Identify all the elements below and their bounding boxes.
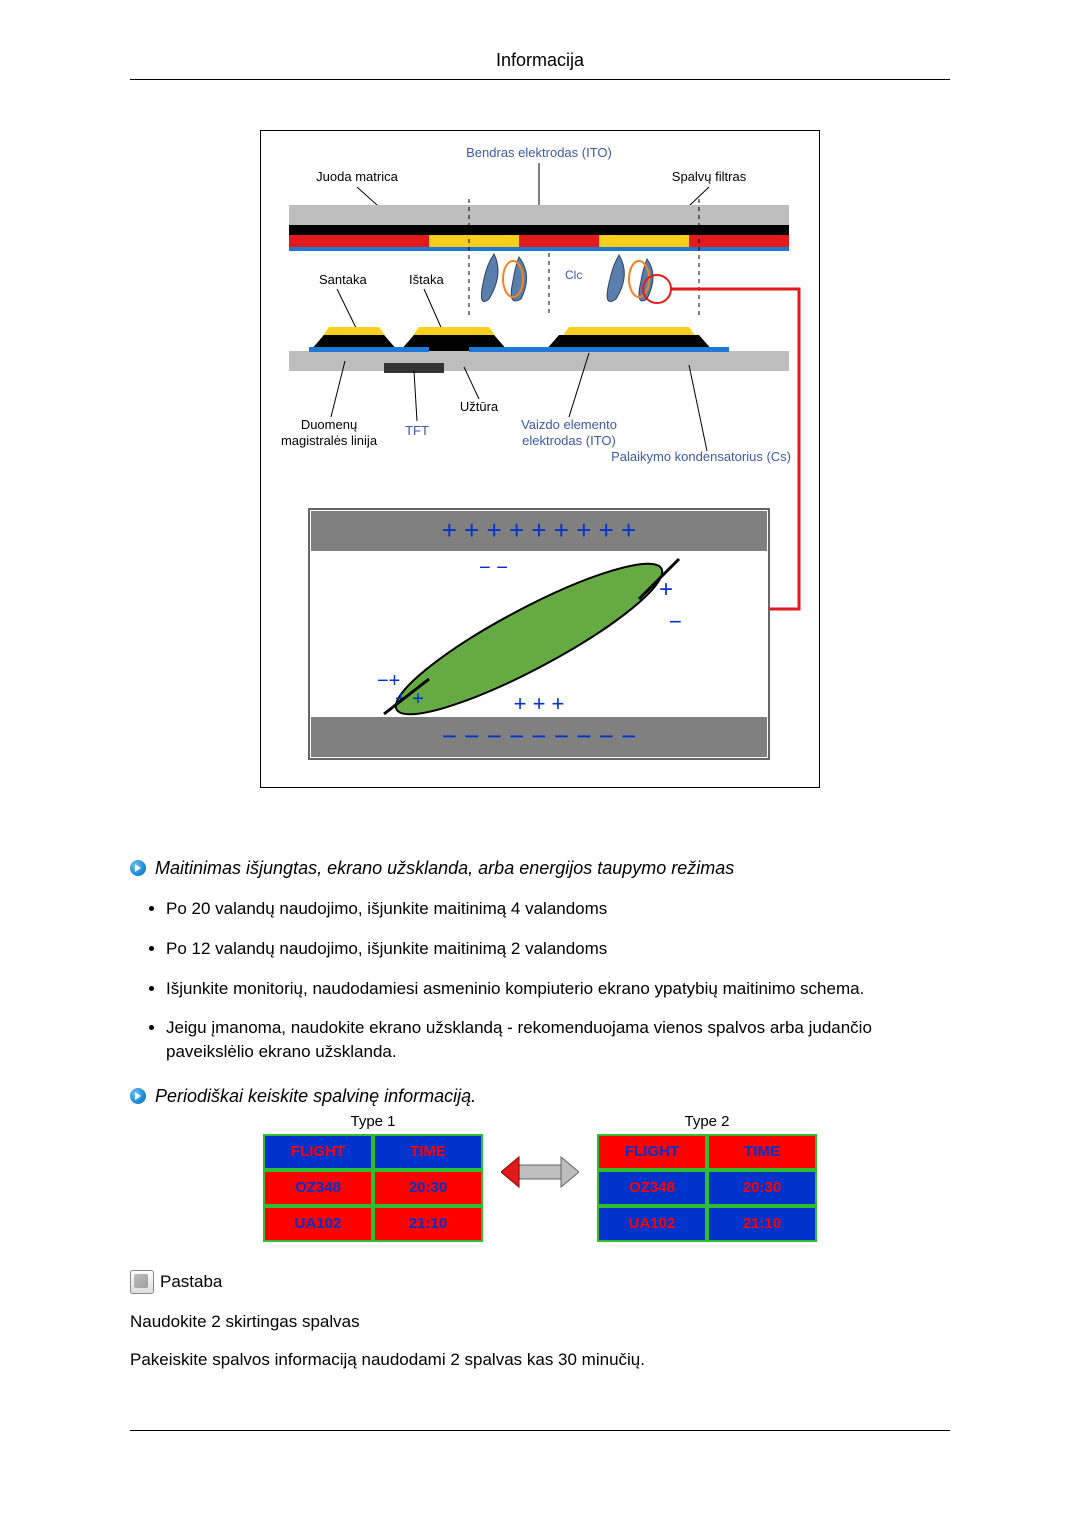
page: Informacija Bendras elektrodas (ITO) Juo… [0, 0, 1080, 1491]
td-flight: OZ348 [263, 1170, 373, 1206]
th-time: TIME [373, 1134, 483, 1170]
label-black-matrix: Juoda matrica [316, 169, 398, 184]
td-time: 21:10 [373, 1206, 483, 1242]
svg-text:−: − [669, 609, 682, 634]
note-heading: Pastaba [130, 1270, 950, 1294]
section2-heading: Periodiškai keiskite spalvinę informacij… [130, 1086, 950, 1107]
footer-rule [130, 1430, 950, 1431]
list-item: Jeigu įmanoma, naudokite ekrano užskland… [166, 1016, 950, 1064]
table-row: OZ348 20:30 [597, 1170, 817, 1206]
minus-pair: − − [479, 557, 508, 579]
label-color-filter: Spalvų filtras [672, 169, 747, 184]
td-flight: UA102 [263, 1206, 373, 1242]
td-time: 21:10 [707, 1206, 817, 1242]
type2-table: FLIGHT TIME OZ348 20:30 UA102 21:10 [597, 1134, 817, 1242]
tft-lcd-diagram: Bendras elektrodas (ITO) Juoda matrica S… [269, 139, 809, 779]
double-arrow-icon [501, 1147, 579, 1197]
label-source: Ištaka [409, 272, 444, 287]
type1-block: Type 1 FLIGHT TIME OZ348 20:30 UA102 21:… [263, 1113, 483, 1242]
figure-box: Bendras elektrodas (ITO) Juoda matrica S… [260, 130, 820, 788]
section1-heading: Maitinimas išjungtas, ekrano užsklanda, … [130, 858, 950, 879]
arrow-icon [130, 860, 146, 876]
top-pluses: + + + + + + + + + [442, 515, 636, 545]
section2-title: Periodiškai keiskite spalvinę informacij… [155, 1086, 476, 1106]
svg-text:+ +: + + [395, 688, 424, 710]
td-time: 20:30 [707, 1170, 817, 1206]
note-text-2: Pakeiskite spalvos informaciją naudodami… [130, 1350, 950, 1370]
label-gate: Užtūra [460, 399, 499, 414]
label-tft: TFT [405, 423, 429, 438]
list-item: Išjunkite monitorių, naudodamiesi asmeni… [166, 977, 950, 1001]
label-pixel-elec2: elektrodas (ITO) [522, 433, 616, 448]
figure-container: Bendras elektrodas (ITO) Juoda matrica S… [130, 130, 950, 788]
table-row: FLIGHT TIME [263, 1134, 483, 1170]
section1-list: Po 20 valandų naudojimo, išjunkite maiti… [130, 897, 950, 1064]
td-flight: OZ348 [597, 1170, 707, 1206]
list-item: Po 12 valandų naudojimo, išjunkite maiti… [166, 937, 950, 961]
table-row: OZ348 20:30 [263, 1170, 483, 1206]
type2-label: Type 2 [684, 1113, 729, 1130]
note-text-1: Naudokite 2 skirtingas spalvas [130, 1312, 950, 1332]
td-time: 20:30 [373, 1170, 483, 1206]
label-databus1: Duomenų [301, 417, 357, 432]
list-item: Po 20 valandų naudojimo, išjunkite maiti… [166, 897, 950, 921]
page-title: Informacija [130, 50, 950, 80]
section1-title: Maitinimas išjungtas, ekrano užsklanda, … [155, 858, 734, 878]
label-common-electrode: Bendras elektrodas (ITO) [466, 145, 612, 160]
note-label: Pastaba [160, 1272, 222, 1292]
svg-text:+: + [659, 576, 673, 603]
td-flight: UA102 [597, 1206, 707, 1242]
type1-label: Type 1 [350, 1113, 395, 1130]
type1-table: FLIGHT TIME OZ348 20:30 UA102 21:10 [263, 1134, 483, 1242]
schedule-tables: Type 1 FLIGHT TIME OZ348 20:30 UA102 21:… [130, 1113, 950, 1242]
label-cs: Palaikymo kondensatorius (Cs) [611, 449, 791, 464]
table-row: UA102 21:10 [597, 1206, 817, 1242]
swap-arrow [501, 1147, 579, 1197]
label-pixel-elec1: Vaizdo elemento [521, 417, 617, 432]
th-time: TIME [707, 1134, 817, 1170]
th-flight: FLIGHT [263, 1134, 373, 1170]
table-row: UA102 21:10 [263, 1206, 483, 1242]
type2-block: Type 2 FLIGHT TIME OZ348 20:30 UA102 21:… [597, 1113, 817, 1242]
label-databus2: magistralės linija [281, 433, 378, 448]
table-row: FLIGHT TIME [597, 1134, 817, 1170]
label-drain: Santaka [319, 272, 367, 287]
bottom-minuses: − − − − − − − − − [442, 721, 636, 751]
arrow-icon [130, 1088, 146, 1104]
mid-pluses: + + + [514, 691, 565, 716]
note-icon [130, 1270, 154, 1294]
label-clc: Clc [565, 268, 582, 282]
th-flight: FLIGHT [597, 1134, 707, 1170]
